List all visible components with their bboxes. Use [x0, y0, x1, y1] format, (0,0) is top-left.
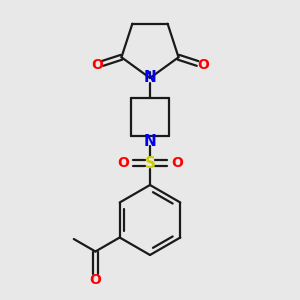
Text: O: O [197, 58, 209, 72]
Text: O: O [117, 156, 129, 170]
Text: O: O [91, 58, 103, 72]
Text: O: O [89, 272, 101, 286]
Text: N: N [144, 70, 156, 86]
Text: O: O [171, 156, 183, 170]
Text: N: N [144, 134, 156, 148]
Text: S: S [145, 155, 155, 170]
